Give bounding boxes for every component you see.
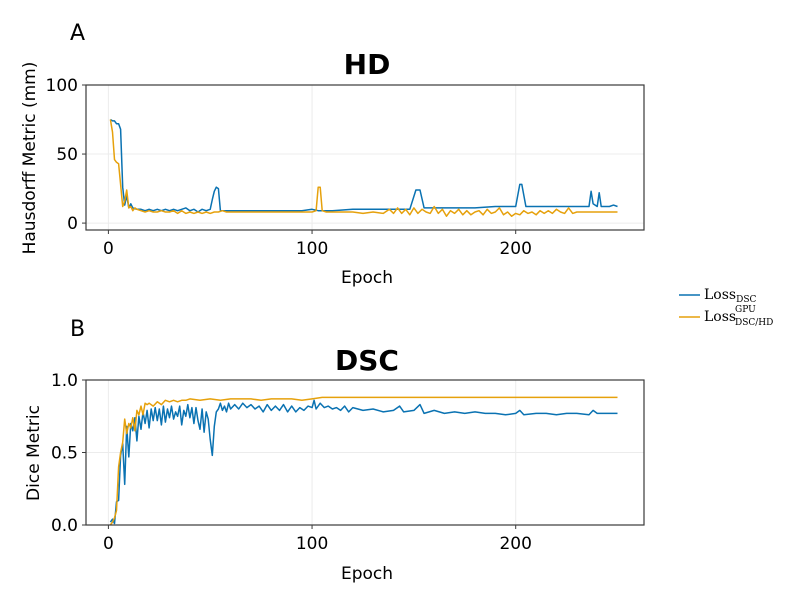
y-tick-label-hd: 100 xyxy=(46,76,78,96)
plot-frame-hd xyxy=(85,84,645,231)
legend: LossDSC LossGPU DSC/HD xyxy=(679,287,773,328)
panel-b-dsc-chart: B DSC 0 100 200 0.0 0.5 1.0 Epoch Dice Metric xyxy=(24,317,645,584)
panel-letter-b: B xyxy=(70,317,85,342)
y-tick-label-dsc: 1.0 xyxy=(51,371,78,391)
series-line-hd-dsc xyxy=(109,396,618,526)
x-tick-label-hd: 100 xyxy=(296,239,328,259)
chart-title-hd: HD xyxy=(344,48,391,81)
legend-item-loss-dsc: LossDSC xyxy=(679,287,756,305)
legend-label-hd: LossGPU DSC/HD xyxy=(704,305,773,328)
x-tick-label-dsc: 0 xyxy=(103,534,114,554)
x-tick-label-hd: 0 xyxy=(103,239,114,259)
y-tick-label-dsc: 0.0 xyxy=(51,516,78,536)
y-tick-label-hd: 0 xyxy=(67,214,78,234)
panel-letter-a: A xyxy=(70,21,85,46)
series-line-hd-hd xyxy=(109,119,618,217)
series-line-dsc-dsc xyxy=(109,399,618,525)
panel-a-hd-chart: A HD 0 100 200 0 50 100 Epoch Hausdorff Metri… xyxy=(20,21,645,288)
y-tick-label-hd: 50 xyxy=(56,145,78,165)
chart-title-dsc: DSC xyxy=(335,344,399,377)
x-tick-label-dsc: 200 xyxy=(499,534,531,554)
x-axis-label-hd: Epoch xyxy=(341,268,393,288)
legend-item-loss-dsc-hd-gpu: LossGPU DSC/HD xyxy=(679,305,773,328)
x-tick-label-dsc: 100 xyxy=(296,534,328,554)
x-tick-label-hd: 200 xyxy=(499,239,531,259)
y-axis-label-dsc: Dice Metric xyxy=(24,405,44,501)
y-tick-label-dsc: 0.5 xyxy=(51,444,78,464)
y-axis-label-hd: Hausdorff Metric (mm) xyxy=(20,62,40,255)
series-line-dsc-hd xyxy=(109,118,618,213)
legend-label-dsc: LossDSC xyxy=(704,287,756,305)
x-axis-label-dsc: Epoch xyxy=(341,564,393,584)
